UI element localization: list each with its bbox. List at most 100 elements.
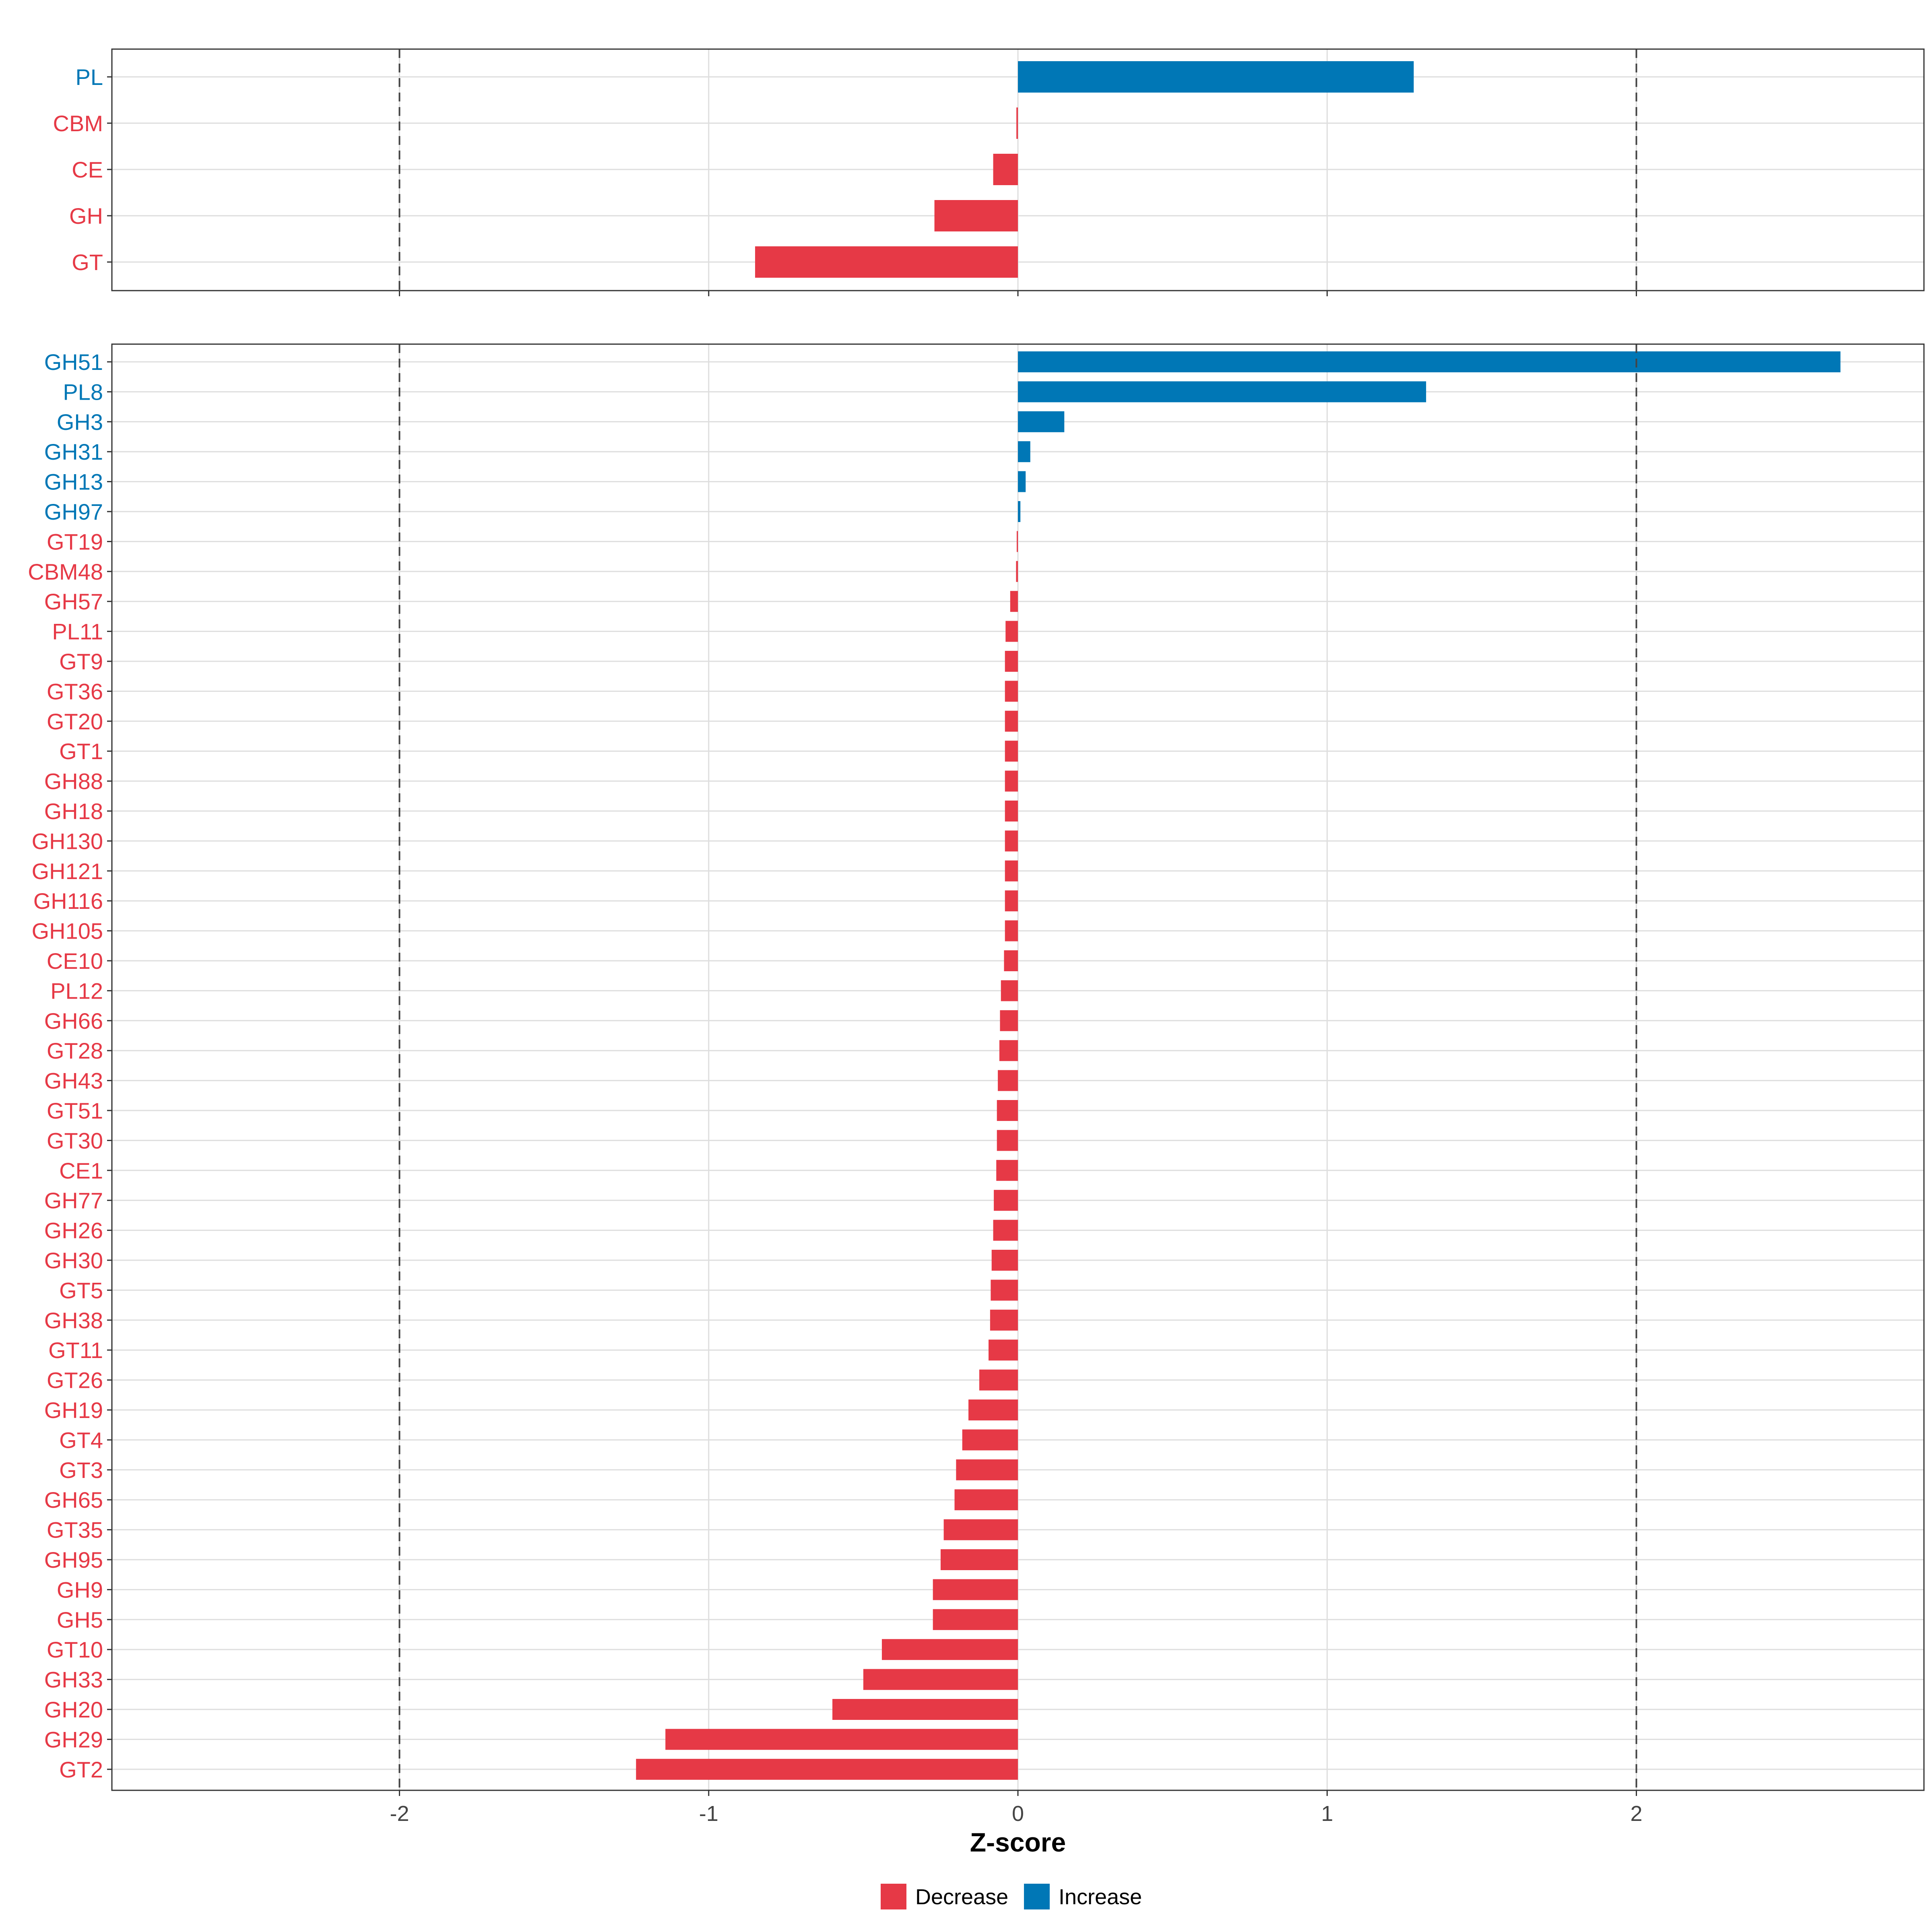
x-tick-label: -1 — [699, 1802, 718, 1826]
bar-gh31 — [1018, 441, 1030, 462]
category-label-gh9: GH9 — [57, 1577, 103, 1602]
bar-ce10 — [1004, 950, 1018, 971]
category-label-gh95: GH95 — [44, 1547, 103, 1573]
category-label-gh5: GH5 — [57, 1607, 103, 1633]
legend-swatch-increase — [1024, 1884, 1050, 1909]
bar-gh26 — [993, 1220, 1018, 1241]
category-label-gt19: GT19 — [47, 529, 103, 554]
bar-gh9 — [933, 1579, 1018, 1600]
bar-gt1 — [1005, 741, 1018, 762]
bar-pl8 — [1018, 381, 1426, 402]
category-label-gt3: GT3 — [59, 1457, 103, 1483]
bar-gh3 — [1018, 411, 1065, 432]
bar-gh20 — [832, 1699, 1018, 1720]
category-label-gt2: GT2 — [59, 1757, 103, 1782]
bar-gh33 — [863, 1669, 1018, 1690]
category-label-pl: PL — [76, 64, 103, 90]
category-label-gh31: GH31 — [44, 439, 103, 464]
category-label-gh29: GH29 — [44, 1727, 103, 1752]
bar-gh105 — [1005, 920, 1018, 941]
category-label-gh43: GH43 — [44, 1068, 103, 1094]
bar-ce1 — [996, 1160, 1018, 1181]
bar-gh57 — [1010, 591, 1018, 612]
category-label-gh130: GH130 — [32, 828, 103, 854]
category-label-gh20: GH20 — [44, 1697, 103, 1722]
bar-cbm48 — [1016, 561, 1018, 582]
category-label-pl12: PL12 — [50, 978, 103, 1003]
bar-cbm — [1016, 107, 1018, 139]
bar-gt2 — [636, 1759, 1018, 1780]
legend-label-decrease: Decrease — [915, 1885, 1008, 1909]
category-label-gt5: GT5 — [59, 1278, 103, 1303]
category-label-ce1: CE1 — [59, 1158, 103, 1183]
bar-gt5 — [991, 1280, 1018, 1301]
bar-gh19 — [968, 1399, 1018, 1420]
bar-gh — [934, 200, 1018, 231]
bar-pl12 — [1001, 980, 1018, 1001]
bar-gt20 — [1005, 710, 1018, 732]
category-label-pl8: PL8 — [63, 379, 103, 405]
bar-gt11 — [989, 1340, 1018, 1361]
bar-gh18 — [1005, 801, 1018, 822]
category-label-gh3: GH3 — [57, 409, 103, 435]
category-label-ce: CE — [72, 157, 103, 182]
category-label-gh38: GH38 — [44, 1308, 103, 1333]
bar-gt28 — [999, 1040, 1018, 1061]
bar-gh29 — [665, 1729, 1018, 1750]
category-label-gh121: GH121 — [32, 859, 103, 884]
bar-gt26 — [979, 1369, 1018, 1391]
category-label-gt: GT — [72, 250, 103, 275]
category-label-gh65: GH65 — [44, 1487, 103, 1513]
bar-gh130 — [1005, 830, 1018, 852]
bar-gh95 — [940, 1549, 1018, 1570]
category-label-gt28: GT28 — [47, 1038, 103, 1063]
bar-gt3 — [956, 1459, 1018, 1480]
category-label-gt36: GT36 — [47, 679, 103, 704]
category-label-cbm48: CBM48 — [28, 559, 103, 584]
bottom-panel: GH51 PL8 GH3 GH31 GH13 GH97 GT19 CBM48 GH57 PL11 G… — [28, 343, 1925, 1796]
category-label-gh51: GH51 — [44, 349, 103, 375]
bar-gh97 — [1018, 501, 1021, 522]
legend: Decrease Increase — [881, 1884, 1142, 1909]
x-tick-label: 1 — [1321, 1802, 1333, 1826]
category-label-gh116: GH116 — [33, 888, 103, 914]
bar-gt51 — [997, 1100, 1018, 1121]
x-axis-title: Z-score — [970, 1827, 1066, 1857]
category-label-gh30: GH30 — [44, 1248, 103, 1273]
category-label-gt35: GT35 — [47, 1517, 103, 1543]
category-label-gt9: GT9 — [59, 649, 103, 674]
bar-gh38 — [990, 1309, 1018, 1331]
category-label-gh77: GH77 — [44, 1188, 103, 1213]
category-label-gh26: GH26 — [44, 1218, 103, 1243]
category-label-gt30: GT30 — [47, 1128, 103, 1153]
bar-gh51 — [1018, 351, 1841, 372]
category-label-gh88: GH88 — [44, 769, 103, 794]
bar-gh43 — [998, 1070, 1018, 1091]
category-label-gh13: GH13 — [44, 469, 103, 495]
legend-swatch-decrease — [881, 1884, 906, 1909]
x-tick-label: -2 — [390, 1802, 409, 1826]
category-label-gt11: GT11 — [48, 1338, 103, 1363]
category-label-gh66: GH66 — [44, 1008, 103, 1034]
bar-gt9 — [1005, 651, 1018, 672]
bar-gt35 — [943, 1519, 1018, 1540]
bar-pl — [1018, 61, 1414, 93]
category-label-gt10: GT10 — [47, 1637, 103, 1662]
x-tick-label: 0 — [1012, 1802, 1024, 1826]
category-label-gh: GH — [69, 203, 103, 229]
bar-gt30 — [997, 1130, 1018, 1151]
bar-pl11 — [1005, 621, 1018, 642]
bar-gh116 — [1005, 890, 1018, 912]
bar-gt19 — [1017, 531, 1018, 552]
bar-gh30 — [991, 1250, 1018, 1271]
category-label-gh19: GH19 — [44, 1397, 103, 1423]
category-label-gt20: GT20 — [47, 709, 103, 734]
bar-gt10 — [881, 1639, 1018, 1660]
x-tick-label: 2 — [1630, 1802, 1642, 1826]
category-label-gt51: GT51 — [47, 1098, 103, 1123]
bar-gh65 — [954, 1489, 1018, 1511]
x-axis: -2 -1 0 1 2 — [390, 1802, 1642, 1826]
category-label-cbm: CBM — [53, 111, 103, 136]
bar-gt4 — [962, 1429, 1018, 1451]
